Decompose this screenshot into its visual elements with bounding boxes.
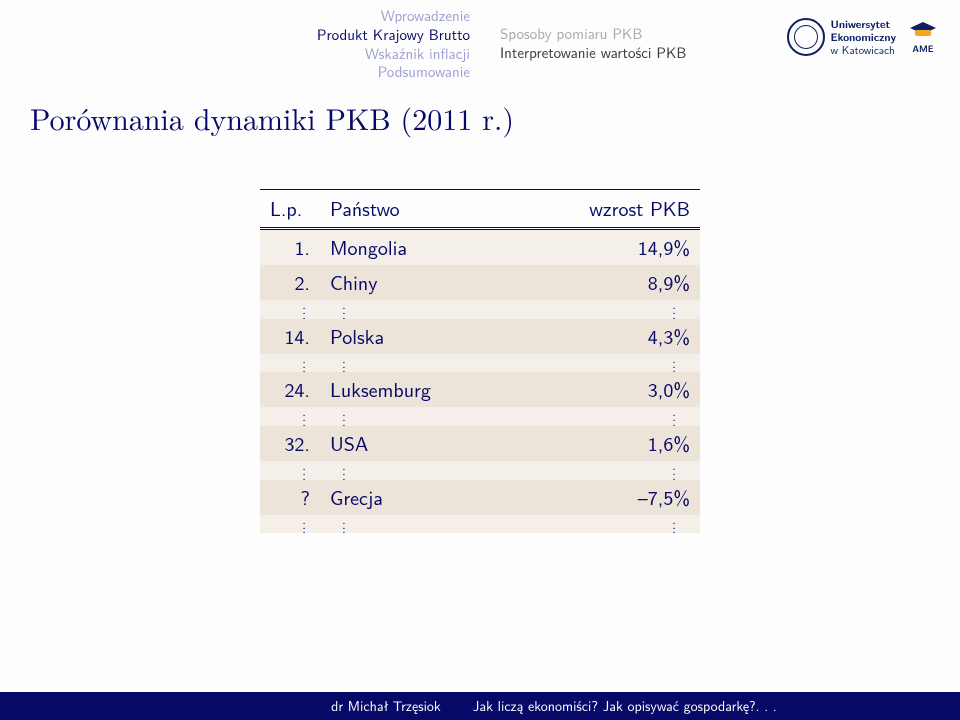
nav-sections-left: Wprowadzenie Produkt Krajowy Brutto Wska… (20, 6, 470, 81)
cell-country: Grecja (320, 480, 570, 515)
cell-country: Luksemburg (320, 372, 570, 407)
table-row: 24.Luksemburg3,0% (260, 372, 700, 407)
table-row: ......... (260, 300, 700, 319)
nav-subsections-right: Sposoby pomiaru PKB Interpretowanie wart… (500, 6, 686, 62)
cell-value: 14,9% (570, 230, 700, 266)
header-logos: Uniwersytet Ekonomiczny w Katowicach AME (787, 18, 938, 56)
nav-item-active: Produkt Krajowy Brutto (20, 25, 470, 44)
nav-item: Wprowadzenie (20, 6, 470, 25)
table-row: ......... (260, 515, 700, 534)
university-text: Uniwersytet Ekonomiczny w Katowicach (831, 18, 896, 56)
col-header-lp: L.p. (260, 190, 320, 228)
table-row: ?Grecja–7,5% (260, 480, 700, 515)
slide-footer: dr Michał Trzęsiok Jak liczą ekonomiści?… (0, 692, 960, 720)
nav-sub-item-active: Interpretowanie wartości PKB (500, 43, 686, 62)
table-row: 32.USA1,6% (260, 426, 700, 461)
vdots: ... (320, 300, 570, 319)
cell-country: Chiny (320, 265, 570, 300)
vdots: ... (570, 300, 700, 319)
nav-item: Podsumowanie (20, 62, 470, 81)
cell-lp: 14. (260, 319, 320, 354)
vdots: ... (570, 515, 700, 534)
vdots: ... (260, 300, 320, 319)
cell-lp: ? (260, 480, 320, 515)
slide-header: Wprowadzenie Produkt Krajowy Brutto Wska… (0, 0, 960, 80)
vdots: ... (320, 354, 570, 373)
table-row: 1.Mongolia14,9% (260, 230, 700, 266)
vdots: ... (570, 407, 700, 426)
cell-country: Polska (320, 319, 570, 354)
cell-value: 3,0% (570, 372, 700, 407)
col-header-growth: wzrost PKB (570, 190, 700, 228)
table-row: ......... (260, 354, 700, 373)
logo-ame: AME (908, 20, 938, 55)
cell-value: 1,6% (570, 426, 700, 461)
cell-lp: 24. (260, 372, 320, 407)
vdots: ... (260, 407, 320, 426)
gdp-table: L.p. Państwo wzrost PKB 1.Mongolia14,9%2… (260, 189, 700, 533)
vdots: ... (570, 354, 700, 373)
nav-sub-item: Sposoby pomiaru PKB (500, 24, 686, 43)
slide-title: Porównania dynamiki PKB (2011 r.) (0, 80, 960, 139)
table-row: 2.Chiny8,9% (260, 265, 700, 300)
logo-university: Uniwersytet Ekonomiczny w Katowicach (787, 18, 896, 56)
cell-country: Mongolia (320, 230, 570, 266)
cell-value: 4,3% (570, 319, 700, 354)
col-header-country: Państwo (320, 190, 570, 228)
cell-lp: 1. (260, 230, 320, 266)
cell-lp: 2. (260, 265, 320, 300)
cell-country: USA (320, 426, 570, 461)
vdots: ... (260, 461, 320, 480)
table-row: ......... (260, 461, 700, 480)
cell-value: –7,5% (570, 480, 700, 515)
footer-title: Jak liczą ekonomiści? Jak opisywać gospo… (461, 696, 777, 716)
vdots: ... (320, 515, 570, 534)
university-seal-icon (787, 18, 825, 56)
vdots: ... (260, 354, 320, 373)
footer-author: dr Michał Trzęsiok (0, 696, 461, 716)
vdots: ... (320, 461, 570, 480)
ue-line3: w Katowicach (831, 44, 896, 56)
cell-value: 8,9% (570, 265, 700, 300)
graduation-cap-icon (908, 20, 938, 42)
cell-lp: 32. (260, 426, 320, 461)
ame-label: AME (912, 42, 933, 55)
vdots: ... (260, 515, 320, 534)
vdots: ... (320, 407, 570, 426)
vdots: ... (570, 461, 700, 480)
table-row: 14.Polska4,3% (260, 319, 700, 354)
table-row: ......... (260, 407, 700, 426)
